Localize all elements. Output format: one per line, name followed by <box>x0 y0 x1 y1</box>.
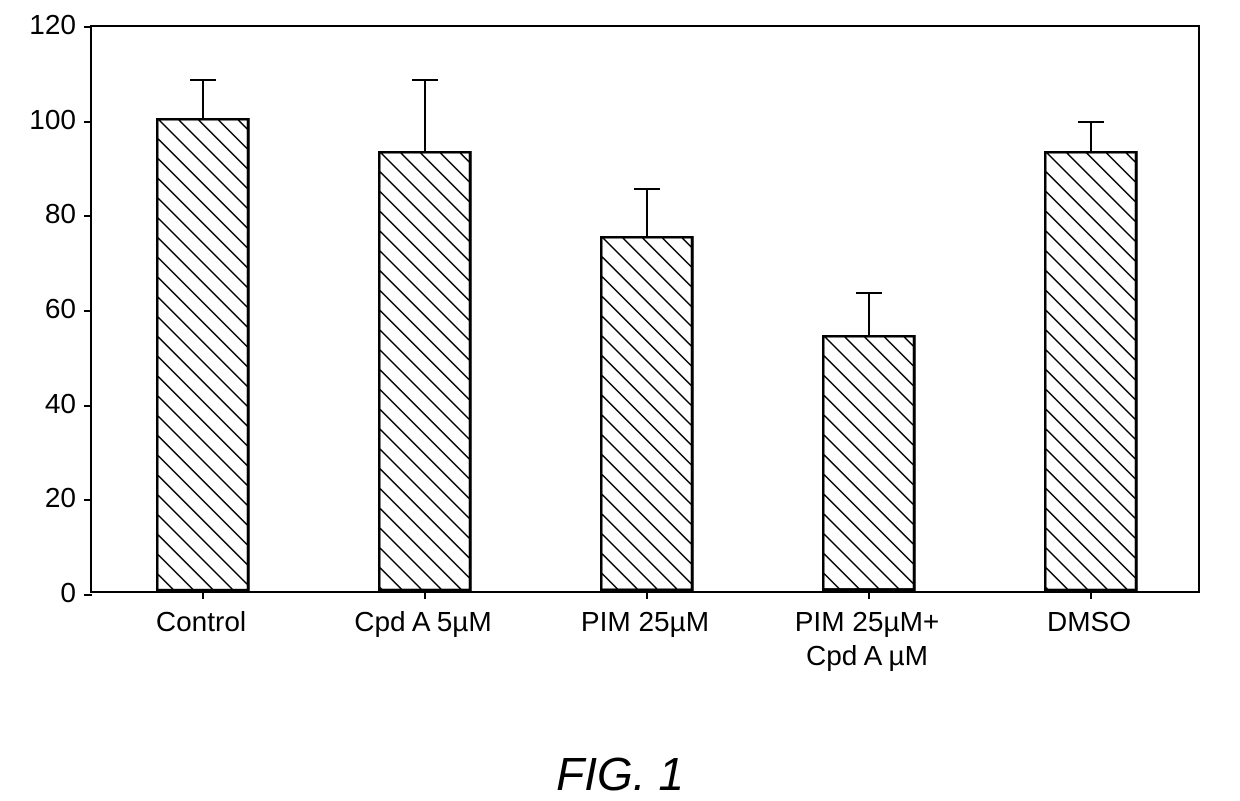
error-bar <box>868 293 870 336</box>
error-bar <box>1090 122 1092 150</box>
error-cap <box>412 79 438 81</box>
x-axis-label: Control <box>90 605 312 639</box>
y-tick-mark <box>84 310 92 312</box>
x-axis-label: PIM 25µM+ Cpd A µM <box>756 605 978 672</box>
y-tick-mark <box>84 405 92 407</box>
figure-caption: FIG. 1 <box>0 747 1240 801</box>
error-cap <box>634 188 660 190</box>
error-bar <box>424 80 426 151</box>
y-tick-mark <box>84 594 92 596</box>
error-cap <box>1078 121 1104 123</box>
bar-chart: 0 20 40 60 80 100 120 ControlCpd A 5µMPIM 25µMP… <box>0 10 1240 747</box>
x-tick-mark <box>1090 591 1092 599</box>
bar <box>600 236 693 591</box>
x-tick-mark <box>646 591 648 599</box>
y-tick-mark <box>84 121 92 123</box>
y-tick-label: 0 <box>0 577 76 609</box>
x-tick-mark <box>202 591 204 599</box>
x-axis-label: DMSO <box>978 605 1200 639</box>
bar <box>1044 151 1137 591</box>
y-tick-label: 60 <box>0 293 76 325</box>
bar <box>822 335 915 591</box>
x-axis-label: Cpd A 5µM <box>312 605 534 639</box>
error-bar <box>646 189 648 236</box>
bar <box>378 151 471 591</box>
x-axis-label: PIM 25µM <box>534 605 756 639</box>
y-tick-label: 40 <box>0 388 76 420</box>
error-cap <box>190 79 216 81</box>
error-bar <box>202 80 204 118</box>
y-tick-label: 120 <box>0 9 76 41</box>
bar <box>156 118 249 591</box>
y-tick-label: 20 <box>0 482 76 514</box>
y-tick-mark <box>84 26 92 28</box>
y-tick-mark <box>84 215 92 217</box>
y-tick-mark <box>84 499 92 501</box>
x-tick-mark <box>868 591 870 599</box>
y-tick-label: 100 <box>0 104 76 136</box>
plot-area <box>90 25 1200 593</box>
y-tick-label: 80 <box>0 198 76 230</box>
x-tick-mark <box>424 591 426 599</box>
error-cap <box>856 292 882 294</box>
